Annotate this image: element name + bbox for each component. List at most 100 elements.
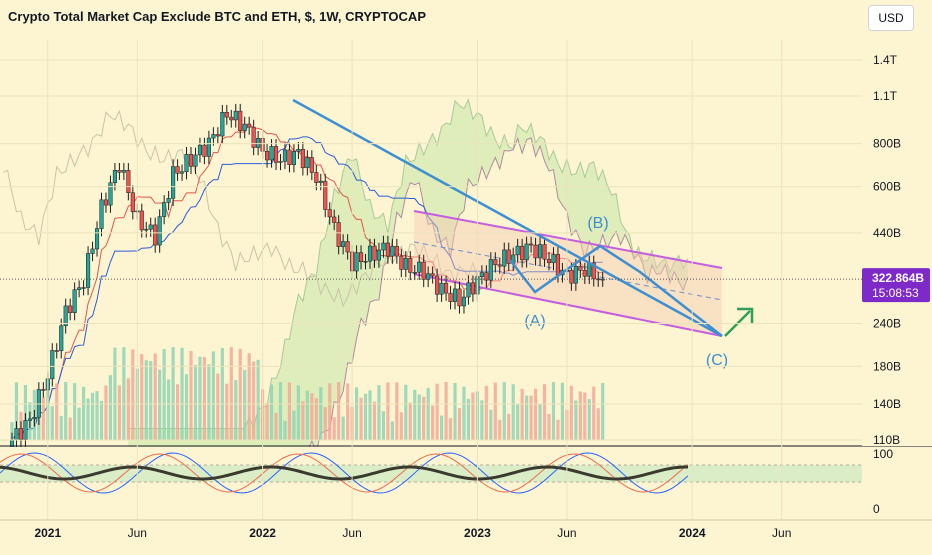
candle-body xyxy=(381,242,386,251)
volume-bar xyxy=(359,397,363,440)
volume-bar xyxy=(305,390,309,440)
volume-bar xyxy=(560,382,565,440)
currency-button[interactable]: USD xyxy=(868,5,914,31)
volume-bar xyxy=(202,357,207,440)
candle-body xyxy=(309,157,314,173)
volume-bar xyxy=(77,407,81,440)
volume-bar xyxy=(511,384,515,440)
volume-bar xyxy=(520,388,524,440)
candle-body xyxy=(430,273,435,277)
volume-bar xyxy=(184,374,189,440)
last-price-value: 322.864B xyxy=(872,271,924,285)
volume-bar xyxy=(14,382,19,440)
time-tick-label: 2024 xyxy=(679,526,706,540)
time-tick-label: Jun xyxy=(557,526,576,540)
volume-bar xyxy=(551,382,556,440)
volume-bar xyxy=(10,422,14,440)
price-tick-label: 180B xyxy=(873,359,901,373)
candle-body xyxy=(323,180,328,210)
price-tick-label: 440B xyxy=(873,226,901,240)
volume-bar xyxy=(283,420,287,440)
candle-body xyxy=(157,216,162,246)
candle-body xyxy=(139,210,144,231)
candle-body xyxy=(457,288,462,307)
candle-body xyxy=(336,222,341,247)
candle-body xyxy=(211,134,216,139)
volume-bar xyxy=(158,369,162,440)
volume-bar xyxy=(256,359,260,440)
volume-bar xyxy=(131,349,135,440)
volume-bar xyxy=(556,419,560,440)
candle-body xyxy=(171,166,176,199)
drawings[interactable]: (A) (B) (C) xyxy=(292,98,754,369)
channel-fill xyxy=(414,211,722,336)
candle-body xyxy=(426,273,431,280)
candle-body xyxy=(121,170,126,173)
candle-body xyxy=(32,417,37,420)
candle-body xyxy=(184,154,189,173)
volume-bar xyxy=(542,384,547,440)
volume-bar xyxy=(489,409,493,440)
candle-body xyxy=(520,245,525,261)
time-tick-label: Jun xyxy=(128,526,147,540)
candle-body xyxy=(68,305,73,313)
volume-bar xyxy=(314,398,318,440)
candle-body xyxy=(524,243,529,261)
candle-body xyxy=(296,149,301,152)
volume-bar xyxy=(117,385,121,440)
trendline[interactable] xyxy=(292,98,723,338)
volume-bar xyxy=(337,382,341,440)
candle-body xyxy=(555,254,561,276)
candle-body xyxy=(63,305,68,327)
candle-body xyxy=(282,149,288,162)
candle-body xyxy=(573,266,578,284)
candle-body xyxy=(94,228,100,250)
candle-body xyxy=(363,260,368,263)
volume-bar xyxy=(252,361,256,440)
candle-body xyxy=(466,282,471,298)
volume-bar xyxy=(59,416,63,440)
candle-body xyxy=(224,112,229,118)
volume-bar xyxy=(207,364,211,440)
volume-bar xyxy=(149,361,153,440)
candle-body xyxy=(90,248,95,254)
price-axis-bg xyxy=(862,40,932,446)
volume-bar xyxy=(462,386,466,440)
rsi-line xyxy=(0,465,689,481)
candlesticks xyxy=(9,103,605,456)
candle-body xyxy=(367,245,373,262)
volume-bar xyxy=(363,393,368,440)
candle-body xyxy=(202,144,207,157)
volume-bar xyxy=(346,383,350,440)
elliott-wave-path xyxy=(509,244,723,337)
candle-body xyxy=(197,144,202,156)
candle-body xyxy=(318,180,323,183)
candle-body xyxy=(417,261,422,273)
volume-bar xyxy=(390,421,394,440)
stoch-k-line xyxy=(0,452,689,494)
volume-bar xyxy=(292,410,296,440)
volume-bar xyxy=(507,413,511,440)
candle-body xyxy=(162,202,167,217)
candle-body xyxy=(596,278,601,281)
volume-bar xyxy=(457,408,462,440)
volume-bar xyxy=(247,353,251,440)
volume-bar xyxy=(126,378,130,440)
volume-bar xyxy=(426,387,430,440)
candle-body xyxy=(117,170,122,173)
candle-body xyxy=(278,161,283,163)
candle-body xyxy=(215,134,220,137)
candle-body xyxy=(412,272,417,274)
candle-body xyxy=(332,216,337,223)
volume-bar xyxy=(538,404,542,440)
candle-body xyxy=(345,241,350,253)
candle-body xyxy=(546,258,552,264)
volume-bar xyxy=(413,389,417,440)
candle-body xyxy=(59,325,64,352)
volume-bar xyxy=(578,391,582,440)
volume-bar xyxy=(399,412,403,440)
candle-body xyxy=(529,243,534,246)
volume-bar xyxy=(180,347,184,440)
volume-bar xyxy=(113,347,117,440)
